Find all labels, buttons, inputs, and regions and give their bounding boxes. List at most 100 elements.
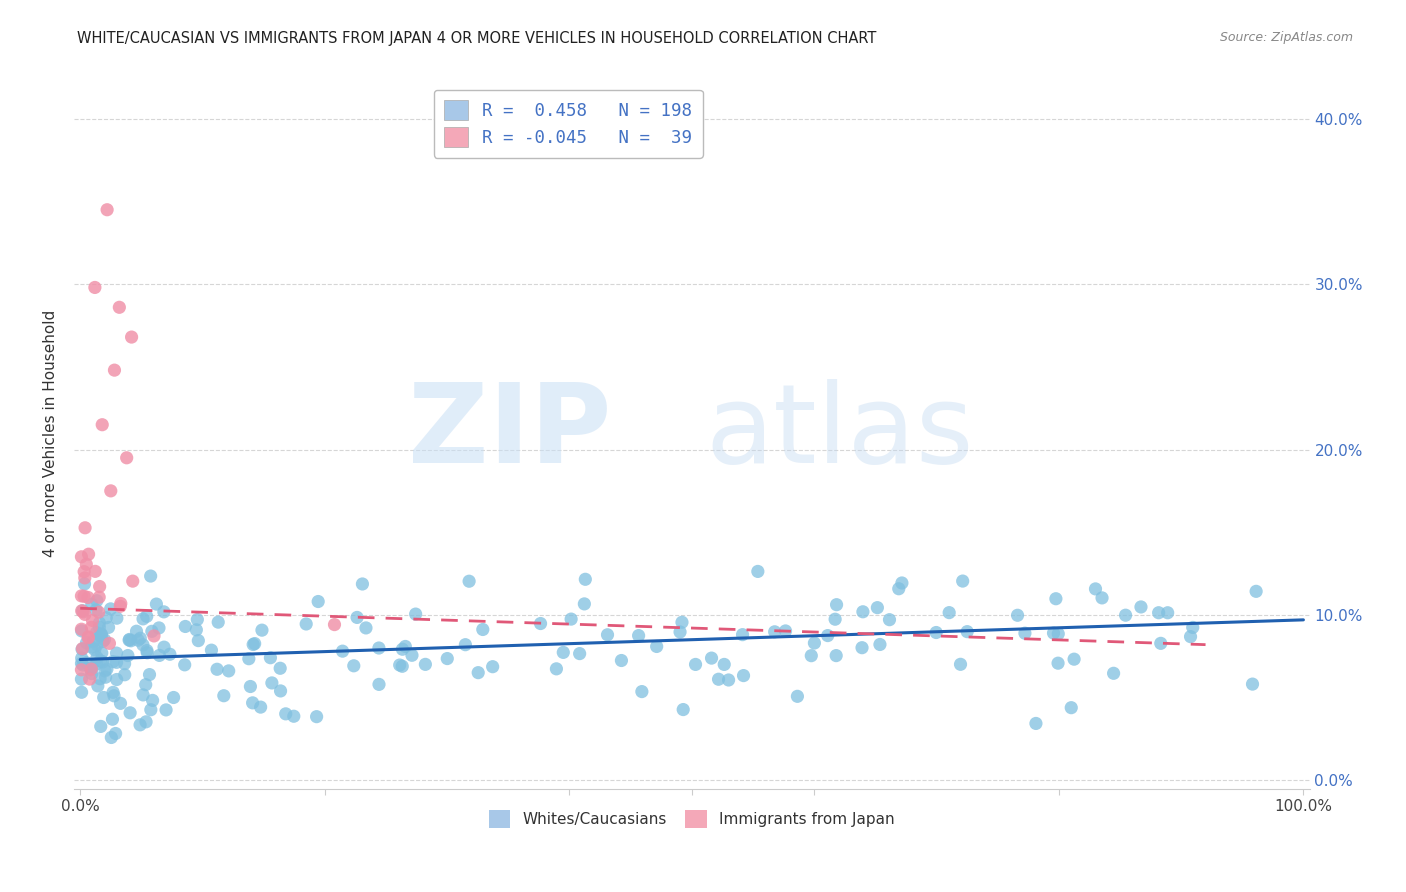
Point xyxy=(949,657,972,672)
Point xyxy=(925,625,948,640)
Point xyxy=(1007,608,1029,623)
Point xyxy=(305,709,328,723)
Point xyxy=(125,624,148,639)
Point xyxy=(458,574,481,589)
Point xyxy=(956,624,979,639)
Point xyxy=(890,576,912,591)
Point xyxy=(938,606,960,620)
Point xyxy=(142,693,165,707)
Point xyxy=(817,629,839,643)
Point xyxy=(91,655,114,669)
Text: WHITE/CAUCASIAN VS IMMIGRANTS FROM JAPAN 4 OR MORE VEHICLES IN HOUSEHOLD CORRELA: WHITE/CAUCASIAN VS IMMIGRANTS FROM JAPAN… xyxy=(77,31,877,46)
Point xyxy=(89,628,111,642)
Point xyxy=(1102,666,1125,681)
Point xyxy=(205,662,228,676)
Point xyxy=(135,678,157,692)
Point xyxy=(354,621,377,635)
Point xyxy=(283,709,305,723)
Point xyxy=(96,611,118,625)
Point xyxy=(153,605,176,619)
Point xyxy=(259,650,281,665)
Point xyxy=(90,646,112,660)
Point xyxy=(87,679,110,693)
Point xyxy=(1045,591,1067,606)
Point xyxy=(242,696,264,710)
Point xyxy=(879,613,901,627)
Point xyxy=(405,607,427,621)
Point xyxy=(70,657,93,671)
Point xyxy=(260,676,283,690)
Point xyxy=(129,718,152,732)
Point xyxy=(70,642,93,657)
Point xyxy=(84,565,107,579)
Point xyxy=(103,689,125,703)
Text: ZIP: ZIP xyxy=(408,379,612,486)
Y-axis label: 4 or more Vehicles in Household: 4 or more Vehicles in Household xyxy=(44,310,58,557)
Point xyxy=(72,658,94,673)
Point xyxy=(1150,636,1173,650)
Point xyxy=(75,558,97,572)
Point xyxy=(76,636,98,650)
Point xyxy=(394,640,416,654)
Point xyxy=(153,640,176,654)
Point xyxy=(186,623,208,637)
Point xyxy=(108,301,131,315)
Point xyxy=(568,647,591,661)
Point xyxy=(367,640,389,655)
Point xyxy=(83,642,105,657)
Point xyxy=(89,672,111,686)
Point xyxy=(132,612,155,626)
Point xyxy=(120,706,142,720)
Point xyxy=(546,662,568,676)
Point xyxy=(200,643,222,657)
Point xyxy=(80,663,103,677)
Point xyxy=(1156,606,1178,620)
Point xyxy=(1042,626,1064,640)
Point xyxy=(368,677,391,691)
Point xyxy=(352,577,374,591)
Point xyxy=(1130,599,1153,614)
Point xyxy=(105,611,128,625)
Point xyxy=(80,640,103,654)
Point xyxy=(72,641,94,656)
Point xyxy=(135,609,157,624)
Point xyxy=(775,624,797,638)
Point xyxy=(136,646,159,660)
Point xyxy=(70,685,93,699)
Point xyxy=(101,655,124,669)
Point xyxy=(73,589,96,603)
Point xyxy=(139,703,162,717)
Point xyxy=(249,700,271,714)
Point xyxy=(866,600,889,615)
Point xyxy=(105,673,128,687)
Point xyxy=(162,690,184,705)
Point xyxy=(127,633,149,648)
Point xyxy=(887,582,910,596)
Point xyxy=(574,572,596,586)
Point xyxy=(80,598,103,612)
Point xyxy=(731,627,754,641)
Point xyxy=(242,638,264,652)
Point xyxy=(89,620,111,634)
Point xyxy=(343,658,366,673)
Point xyxy=(80,620,103,634)
Point xyxy=(86,625,108,640)
Point xyxy=(1060,700,1083,714)
Point xyxy=(101,685,124,699)
Point xyxy=(645,640,668,654)
Point xyxy=(1091,591,1114,605)
Point xyxy=(307,594,329,608)
Point xyxy=(84,603,107,617)
Point xyxy=(70,549,93,564)
Point xyxy=(627,629,650,643)
Point xyxy=(93,690,115,705)
Point xyxy=(70,589,93,603)
Point xyxy=(70,663,93,677)
Point xyxy=(852,605,875,619)
Point xyxy=(763,624,786,639)
Point xyxy=(70,604,93,618)
Point xyxy=(238,651,260,665)
Point xyxy=(825,598,848,612)
Point xyxy=(82,614,104,628)
Text: atlas: atlas xyxy=(706,379,974,486)
